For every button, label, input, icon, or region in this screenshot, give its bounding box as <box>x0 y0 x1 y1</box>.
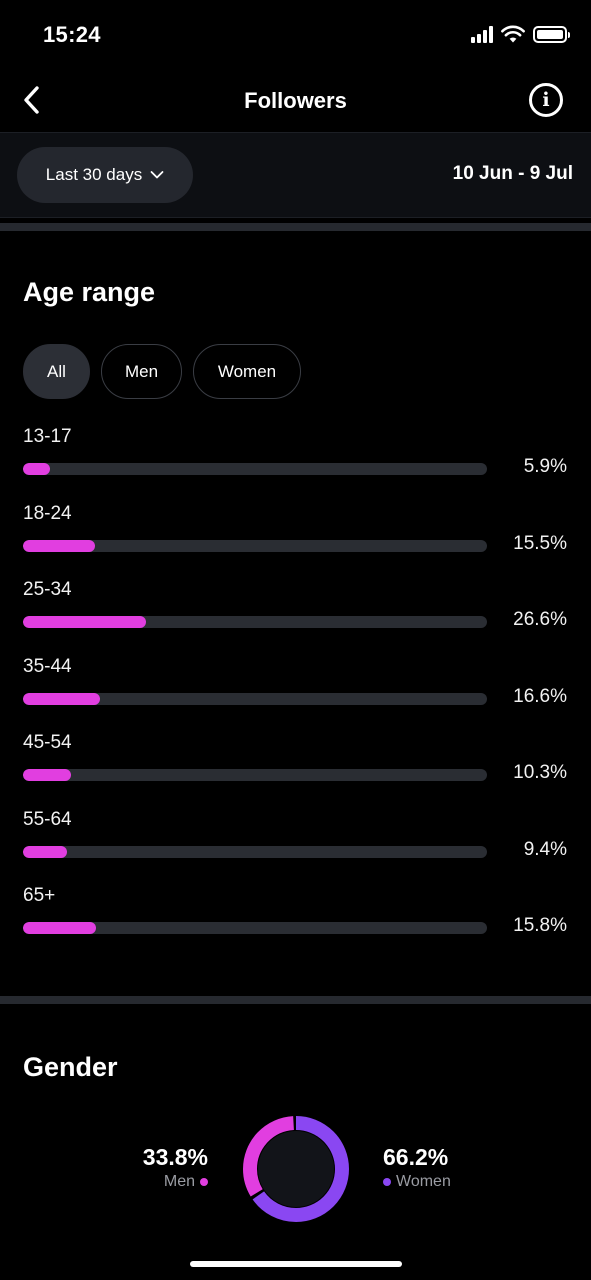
date-range-text: 10 Jun - 9 Jul <box>452 163 573 184</box>
age-range-percentage: 15.5% <box>513 532 567 554</box>
gender-filter-chips: All Men Women <box>23 344 301 399</box>
age-range-percentage: 5.9% <box>523 456 567 477</box>
donut-center <box>258 1131 334 1207</box>
date-filter-bar: Last 30 days 10 Jun - 9 Jul <box>0 132 591 218</box>
chevron-left-icon <box>24 86 39 114</box>
date-range-dropdown-label: Last 30 days <box>45 165 143 184</box>
section-divider <box>0 223 591 231</box>
chip-men[interactable]: Men <box>101 344 182 399</box>
status-time: 15:24 <box>43 22 101 47</box>
age-range-row: 45-54 10.3% <box>0 732 591 809</box>
chevron-down-icon <box>150 171 164 179</box>
age-range-row: 13-17 5.9% <box>0 426 591 503</box>
gender-donut-chart <box>243 1116 349 1222</box>
gender-title: Gender <box>23 1052 118 1082</box>
age-bar-track <box>23 769 487 781</box>
donut-segment-women <box>243 1116 349 1222</box>
battery-icon <box>533 25 570 43</box>
men-percentage: 33.8% <box>142 1144 208 1170</box>
age-bar-track <box>23 616 487 628</box>
women-label: Women <box>396 1173 451 1190</box>
age-range-row: 25-34 26.6% <box>0 579 591 656</box>
age-bar-track <box>23 845 487 858</box>
age-range-row: 18-24 15.5% <box>0 503 591 580</box>
cellular-signal-icon <box>471 25 493 43</box>
age-range-label: 13-17 <box>23 426 72 447</box>
age-range-percentage: 26.6% <box>513 609 567 630</box>
chip-all[interactable]: All <box>23 344 90 399</box>
wifi-icon <box>501 25 525 43</box>
age-range-title: Age range <box>23 277 156 307</box>
age-bar-track <box>23 463 487 475</box>
age-range-percentage: 15.8% <box>513 915 567 936</box>
chip-women[interactable]: Women <box>193 344 301 399</box>
men-label: Men <box>163 1173 195 1190</box>
donut-segment-men <box>243 1116 349 1222</box>
age-range-label: 25-34 <box>23 579 72 600</box>
age-bar-fill <box>23 539 95 552</box>
age-range-list: 13-17 5.9% 18-24 15.5% 25-34 26.6% 35-44 16.6% 4… <box>0 426 591 962</box>
age-range-row: 55-64 9.4% <box>0 809 591 886</box>
age-range-row: 35-44 16.6% <box>0 656 591 733</box>
back-button[interactable] <box>14 82 50 118</box>
date-range-dropdown[interactable]: Last 30 days <box>17 147 193 203</box>
age-bar-track <box>23 692 487 705</box>
men-legend-dot <box>200 1178 208 1186</box>
age-range-label: 45-54 <box>23 732 72 753</box>
status-icons <box>471 25 570 43</box>
info-icon: i <box>542 89 550 111</box>
age-range-label: 65+ <box>23 885 56 906</box>
age-bar-fill <box>23 616 147 628</box>
age-bar-track <box>23 539 487 552</box>
section-divider <box>0 996 591 1004</box>
age-range-percentage: 16.6% <box>513 685 567 707</box>
gender-breakdown: 33.8% Men 66.2% Women <box>0 1110 591 1230</box>
age-range-label: 55-64 <box>23 808 72 830</box>
age-range-label: 18-24 <box>23 502 72 524</box>
page-title: Followers <box>244 88 347 113</box>
age-bar-track <box>23 922 487 934</box>
age-bar-fill <box>23 692 101 705</box>
info-button[interactable]: i <box>529 83 563 117</box>
age-range-row: 65+ 15.8% <box>0 885 591 962</box>
men-stat: 33.8% Men <box>143 1144 208 1191</box>
age-range-label: 35-44 <box>23 655 72 677</box>
age-bar-fill <box>23 922 97 934</box>
women-percentage: 66.2% <box>383 1144 449 1170</box>
age-range-percentage: 10.3% <box>513 762 567 783</box>
women-legend-dot <box>383 1178 391 1186</box>
age-bar-fill <box>23 845 67 858</box>
status-bar: 15:24 <box>0 0 591 70</box>
home-indicator[interactable] <box>190 1261 402 1267</box>
women-stat: 66.2% Women <box>383 1144 451 1191</box>
age-bar-fill <box>23 769 71 781</box>
age-bar-fill <box>23 463 51 475</box>
age-range-percentage: 9.4% <box>523 838 567 860</box>
nav-header: Followers i <box>0 70 591 132</box>
